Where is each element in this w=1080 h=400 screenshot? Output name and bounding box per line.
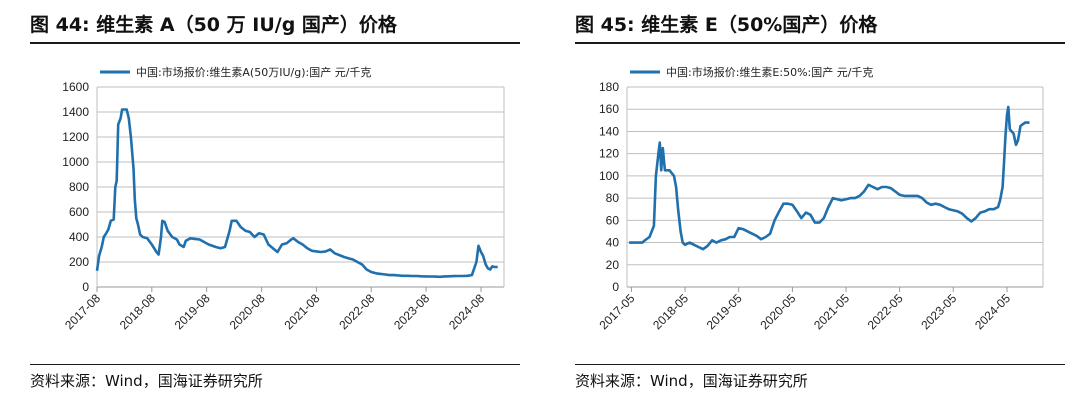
chart-panel-vitamin-a: 图 44: 维生素 A（50 万 IU/g 国产）价格 0 200 400 600 80… xyxy=(0,0,530,400)
line-chart-vitamin-e: 0 20 40 60 80 100 120 140 160 180 2017-05 2018-05 20… xyxy=(596,65,1044,332)
source-note: 资料来源：Wind，国海证券研究所 xyxy=(575,372,808,390)
figure-title: 图 44: 维生素 A（50 万 IU/g 国产）价格 xyxy=(30,14,397,36)
y-tick-label: 80 xyxy=(606,191,620,205)
y-tick-label: 1600 xyxy=(62,80,89,94)
y-tick-label: 20 xyxy=(606,258,620,272)
x-tick-label: 2022-05 xyxy=(865,291,906,332)
x-tick-label: 2018-08 xyxy=(117,291,158,332)
line-chart-vitamin-a: 0 200 400 600 800 1000 1200 1400 1600 2017-08 2018… xyxy=(62,65,505,332)
y-tick-label: 600 xyxy=(69,205,89,219)
figure-title: 图 45: 维生素 E（50%国产）价格 xyxy=(575,14,878,36)
x-tick-label: 2021-05 xyxy=(811,291,852,332)
x-tick-label: 2017-08 xyxy=(62,291,103,332)
x-tick-label: 2024-05 xyxy=(972,291,1013,332)
x-tick-label: 2018-05 xyxy=(650,291,691,332)
source-note: 资料来源：Wind，国海证券研究所 xyxy=(30,372,263,390)
legend-label: 中国:市场报价:维生素E:50%:国产 元/千克 xyxy=(666,65,873,79)
y-tick-label: 0 xyxy=(612,280,619,294)
title-rule xyxy=(575,42,1065,44)
y-tick-label: 140 xyxy=(599,124,619,138)
x-tick-label: 2021-08 xyxy=(281,291,322,332)
x-tick-label: 2019-05 xyxy=(704,291,745,332)
source-rule xyxy=(30,364,520,365)
y-tick-label: 1400 xyxy=(62,105,89,119)
source-rule xyxy=(575,364,1065,365)
y-tick-label: 800 xyxy=(69,180,89,194)
y-tick-label: 180 xyxy=(599,80,619,94)
x-tick-label: 2020-08 xyxy=(227,291,268,332)
y-tick-label: 1000 xyxy=(62,155,89,169)
x-tick-label: 2017-05 xyxy=(596,291,637,332)
series-line xyxy=(629,105,1030,251)
y-tick-label: 0 xyxy=(82,280,89,294)
chart-panel-vitamin-e: 图 45: 维生素 E（50%国产）价格 0 20 40 60 80 100 120 140 1… xyxy=(545,0,1075,400)
x-tick-label: 2022-08 xyxy=(336,291,377,332)
y-tick-label: 60 xyxy=(606,213,620,227)
y-tick-label: 40 xyxy=(606,236,620,250)
x-tick-label: 2024-08 xyxy=(446,291,487,332)
title-rule xyxy=(30,42,520,44)
y-tick-label: 100 xyxy=(599,169,619,183)
series-line xyxy=(95,108,498,279)
y-tick-label: 160 xyxy=(599,102,619,116)
x-tick-label: 2023-05 xyxy=(918,291,959,332)
x-tick-label: 2023-08 xyxy=(391,291,432,332)
y-tick-label: 400 xyxy=(69,230,89,244)
y-tick-label: 200 xyxy=(69,255,89,269)
legend-label: 中国:市场报价:维生素A(50万IU/g):国产 元/千克 xyxy=(136,65,371,79)
x-tick-label: 2019-08 xyxy=(172,291,213,332)
x-tick-label: 2020-05 xyxy=(757,291,798,332)
y-tick-label: 120 xyxy=(599,147,619,161)
y-tick-label: 1200 xyxy=(62,130,89,144)
